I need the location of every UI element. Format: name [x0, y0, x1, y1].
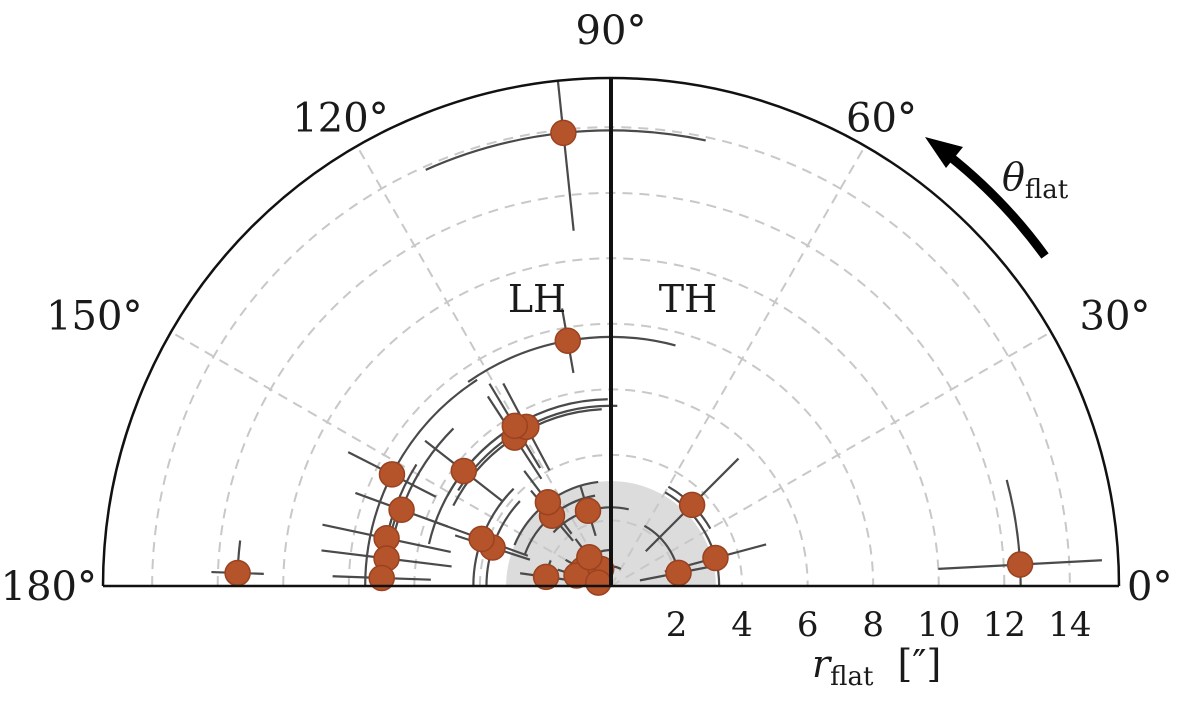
data-point — [368, 564, 395, 592]
data-point — [665, 559, 692, 587]
radial-axis-label: rflat [″] — [812, 642, 941, 692]
region-label-right: TH — [659, 277, 717, 321]
radial-tick-label: 4 — [731, 605, 753, 645]
rotation-arrow — [945, 151, 1049, 259]
angle-tick-label: 0° — [1127, 564, 1172, 610]
data-point — [468, 525, 495, 553]
radial-tick-label: 12 — [983, 605, 1026, 645]
data-point — [554, 327, 581, 354]
radial-error-bar — [556, 80, 575, 231]
data-point — [534, 488, 562, 516]
data-point — [576, 543, 603, 571]
radial-tick-labels: 2 4 6 8 10 12 14 — [666, 605, 1092, 645]
angle-tick-label: 60° — [846, 95, 917, 141]
data-point — [450, 457, 478, 485]
radial-tick-label: 6 — [797, 605, 819, 645]
data-point — [574, 497, 602, 525]
data-point — [702, 544, 729, 572]
data-point — [585, 569, 612, 596]
angular-error-arc — [664, 491, 721, 587]
angular-axis-label: θflat — [1002, 155, 1069, 205]
angle-tick-label: 120° — [292, 95, 388, 141]
data-point — [501, 412, 529, 440]
radial-tick-label: 10 — [917, 605, 960, 645]
rotation-arrowhead — [925, 137, 963, 168]
angle-tick-label: 30° — [1080, 293, 1151, 339]
angle-tick-label: 150° — [46, 293, 142, 339]
region-label-left: LH — [508, 277, 566, 321]
angular-error-arc — [1005, 479, 1022, 587]
data-points — [224, 119, 1034, 596]
data-point — [224, 559, 251, 587]
angle-tick-label: 90° — [576, 8, 647, 54]
data-point — [388, 496, 415, 524]
data-point — [1006, 551, 1034, 578]
angle-tick-label: 180° — [1, 564, 97, 610]
data-point — [550, 119, 577, 147]
radial-tick-label: 2 — [666, 605, 688, 645]
data-point — [678, 491, 706, 519]
data-point — [532, 563, 560, 591]
angle-tick-labels: 0° 30° 60° 90° 120° 150° 180° — [1, 8, 1173, 610]
grid-spoke-60 — [610, 145, 866, 587]
radial-tick-label: 8 — [862, 605, 884, 645]
grid-spoke-30 — [610, 331, 1052, 587]
radial-tick-label: 14 — [1048, 605, 1091, 645]
data-point — [378, 461, 406, 488]
